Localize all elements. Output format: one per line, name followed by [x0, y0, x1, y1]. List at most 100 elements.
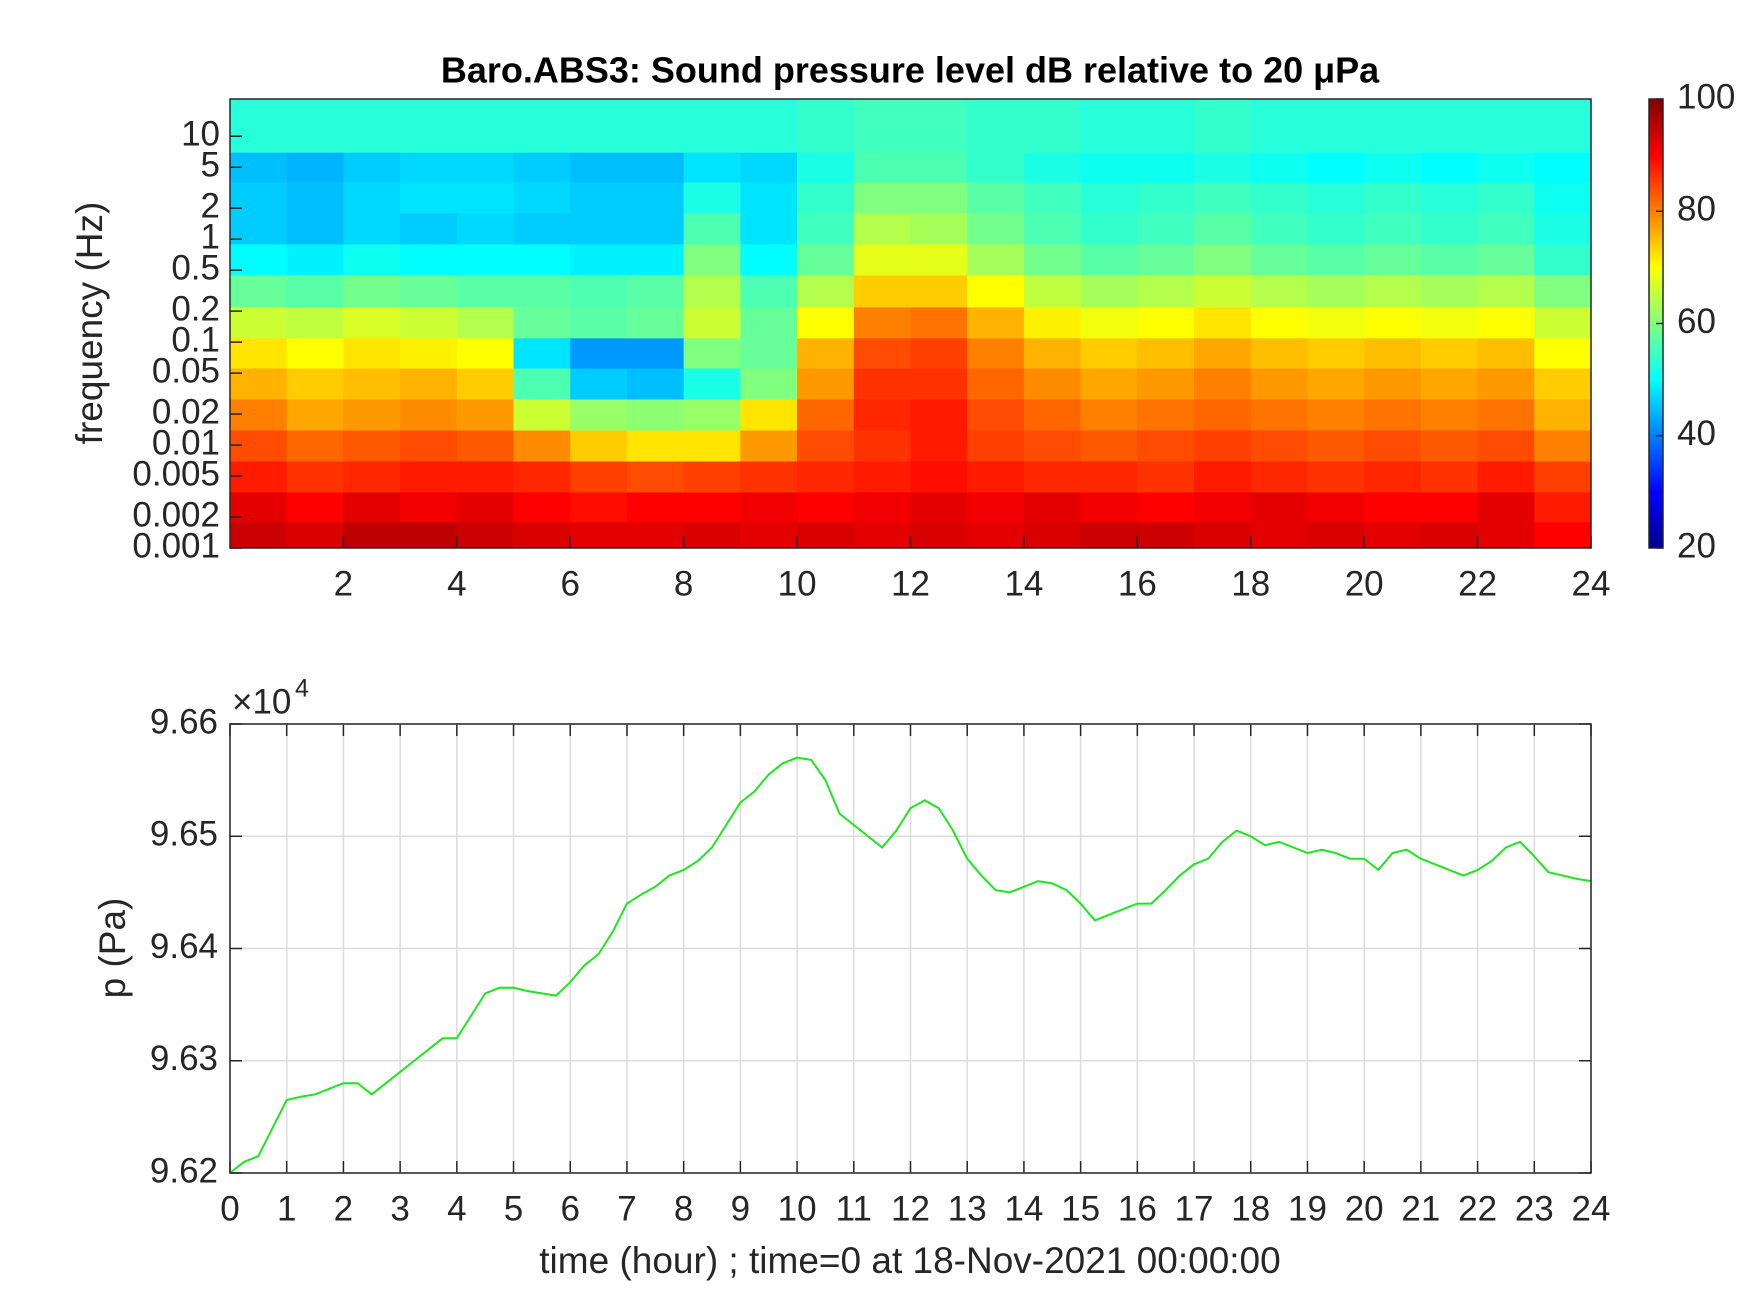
heatmap-cell	[797, 212, 855, 245]
heatmap-cell	[1364, 461, 1422, 493]
heatmap-cell	[853, 521, 911, 549]
heatmap-cell	[1534, 152, 1592, 183]
heatmap-cell	[1250, 491, 1308, 523]
heatmap-cell	[1420, 521, 1479, 549]
heatmap-cell	[740, 461, 798, 493]
heatmap-cell	[740, 212, 798, 245]
heatmap-cell	[1307, 181, 1365, 214]
heatmap-cell	[1307, 274, 1365, 308]
heatmap-cell	[1023, 399, 1082, 431]
heatmap-cell	[456, 461, 515, 493]
heatmap-cell	[286, 368, 344, 400]
heatmap-cell	[683, 212, 741, 245]
heatmap-cell	[1477, 152, 1535, 183]
heatmap-cell	[1307, 337, 1365, 369]
heatmap-cell	[286, 521, 344, 549]
heatmap-cell	[1364, 99, 1422, 153]
heatmap-cell	[910, 461, 968, 493]
heatmap-cell	[740, 337, 798, 369]
heatmap-cell	[1477, 306, 1535, 339]
y-tick-label: 2	[201, 186, 220, 225]
heatmap-cell	[853, 368, 911, 400]
heatmap-cell	[967, 99, 1025, 153]
heatmap-cell	[513, 521, 571, 549]
heatmap-cell	[1080, 399, 1138, 431]
heatmap-cell	[1250, 274, 1308, 308]
x-tick-label: 6	[561, 1189, 580, 1228]
heatmap-cell	[1137, 181, 1195, 214]
heatmap-cell	[740, 368, 798, 400]
y-tick-label: 9.62	[150, 1151, 218, 1190]
x-tick-label: 2	[334, 564, 353, 603]
y-tick-label: 0.005	[132, 454, 220, 493]
heatmap-cell	[1137, 337, 1195, 369]
heatmap-cell	[797, 306, 855, 339]
heatmap-cell	[1137, 368, 1195, 400]
heatmap-cell	[456, 99, 515, 153]
heatmap-cell	[286, 461, 344, 493]
y-tick-label: 5	[201, 145, 220, 184]
heatmap-cell	[286, 99, 344, 153]
heatmap-cell	[910, 243, 968, 276]
heatmap-cell	[400, 491, 458, 523]
heatmap-cell	[1080, 99, 1138, 153]
heatmap-cell	[286, 430, 344, 462]
x-tick-label: 4	[447, 1189, 466, 1228]
y-axis-label: p (Pa)	[92, 898, 133, 999]
x-tick-label: 22	[1458, 564, 1497, 603]
heatmap-cell	[513, 399, 571, 431]
heatmap-cell	[1080, 152, 1138, 183]
data-line	[229, 756, 1592, 1174]
heatmap-cell	[797, 521, 855, 549]
heatmap-cell	[513, 430, 571, 462]
heatmap-cell	[683, 399, 741, 431]
heatmap-cell	[853, 152, 911, 183]
heatmap-cell	[626, 99, 685, 153]
heatmap-cell	[570, 521, 628, 549]
y-tick-label: 9.65	[150, 815, 218, 854]
heatmap-cell	[286, 337, 344, 369]
heatmap-cell	[400, 430, 458, 462]
x-tick-label: 4	[447, 564, 466, 603]
heatmap-cell	[626, 306, 685, 339]
heatmap-cell	[456, 430, 515, 462]
heatmap-cell	[967, 491, 1025, 523]
heatmap-cell	[1080, 274, 1138, 308]
x-tick-label: 19	[1288, 1189, 1327, 1228]
heatmap-cell	[626, 521, 685, 549]
heatmap-cell	[456, 491, 515, 523]
heatmap-cell	[740, 243, 798, 276]
heatmap-cell	[570, 306, 628, 339]
heatmap-cell	[513, 337, 571, 369]
y-tick-label: 0.002	[132, 495, 220, 534]
heatmap-cell	[230, 99, 288, 153]
heatmap-cell	[286, 181, 344, 214]
heatmap-cell	[1420, 399, 1479, 431]
y-tick-label: 10	[181, 114, 220, 153]
heatmap-cell	[400, 368, 458, 400]
heatmap-cell	[1023, 212, 1082, 245]
heatmap-cell	[286, 274, 344, 308]
y-tick-label: 0.02	[152, 392, 220, 431]
heatmap-cell	[1307, 212, 1365, 245]
heatmap-cell	[1250, 399, 1308, 431]
heatmap-cell	[1477, 461, 1535, 493]
heatmap-cell	[513, 181, 571, 214]
y-exponent: ×10	[232, 682, 291, 721]
x-tick-label: 7	[617, 1189, 636, 1228]
heatmap-cell	[740, 181, 798, 214]
heatmap-cell	[1250, 430, 1308, 462]
heatmap-cell	[1307, 491, 1365, 523]
heatmap-cell	[1137, 99, 1195, 153]
heatmap-cell	[967, 306, 1025, 339]
heatmap-cell	[1137, 152, 1195, 183]
heatmap-cell	[1023, 152, 1082, 183]
heatmap-cell	[1364, 337, 1422, 369]
heatmap-cell	[1250, 99, 1308, 153]
heatmap-cell	[1080, 212, 1138, 245]
x-axis-label: time (hour) ; time=0 at 18-Nov-2021 00:0…	[539, 1240, 1280, 1281]
heatmap-cell	[1420, 243, 1479, 276]
heatmap-cell	[1534, 99, 1592, 153]
heatmap-cell	[456, 181, 515, 214]
y-tick-label: 0.001	[132, 526, 220, 565]
